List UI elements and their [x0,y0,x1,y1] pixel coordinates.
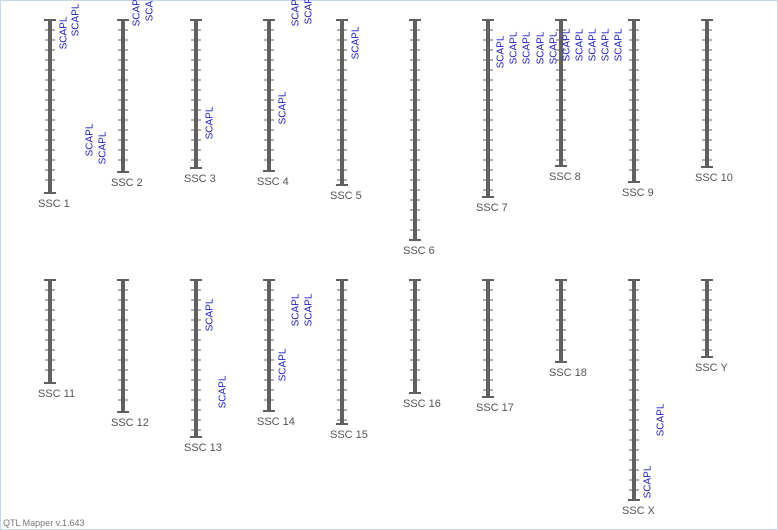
chromosome: SSC 15 [330,279,368,441]
chromosome: SSC 9 [622,19,654,199]
qtl-label: SCAPL [59,16,70,49]
chromosome-bar [121,280,125,412]
chromosome-label: SSC 14 [257,416,295,428]
chromosome: SSC 12 [111,279,149,429]
chromosome-bar [340,280,344,424]
chromosome-bar [121,20,125,172]
chromosome-bar [267,280,271,411]
chromosome-label: SSC 10 [695,172,733,184]
chromosome-bar [486,20,490,197]
qtl-label: SCAPL [85,123,96,156]
qtl-label: SCAPL [71,3,82,36]
chromosome-bar [267,20,271,171]
chromosome-bar [705,280,709,357]
qtl-label: SCAPL [304,0,315,24]
footer: QTL Mapper v.1.643 [3,518,85,528]
qtl-label: SCAPL [351,26,362,59]
chromosome-bar [559,20,563,166]
chromosome: SSC 6 [403,19,435,257]
chromosome-bar [194,280,198,437]
chromosome: SSC 2 SCAPL SCAPL [111,0,156,189]
chromosome-label: SSC 17 [476,402,514,414]
chromosome: SSC 11 [38,279,75,400]
chromosome-label: SSC 4 [257,176,289,188]
chromosome: SSC 18 [549,279,587,379]
chromosome-label: SSC 8 [549,171,581,183]
qtl-label: SCAPL [205,106,216,139]
chromosome-bar [413,280,417,393]
qtl-label: SCAPL [656,403,667,436]
chromosome-label: SSC 11 [38,388,75,400]
chromosome: SSC 10 [695,19,733,184]
chromosome-label: SSC 1 [38,198,70,210]
chromosome-bar [340,20,344,185]
chromosome-label: SSC 13 [184,442,222,454]
chromosome-label: SSC 16 [403,398,441,410]
qtl-label: SCAPL [278,91,289,124]
qtl-label: SCAPL [522,31,533,64]
chromosome: SSC Y [695,279,728,374]
chromosome-label: SSC 9 [622,187,654,199]
qtl-label: SCAPL [98,131,109,164]
chromosome: SSC 13 SCAPL SCAPL [184,279,229,454]
chromosome: SSC 5 SCAPL [330,19,362,202]
chromosome-bar [559,280,563,362]
qtl-label: SCAPL [536,31,547,64]
chromosome-label: SSC X [622,505,656,517]
chromosome-label: SSC 6 [403,245,435,257]
chromosome-bar [705,20,709,167]
chromosome-bar [194,20,198,168]
chromosome-label: SSC 7 [476,202,508,214]
chromosome: SSC 16 [403,279,441,410]
qtl-label: SCAPL [291,0,302,26]
chromosome-label: SSC 18 [549,367,587,379]
qtl-label: SCAPL [562,28,573,61]
qtl-label: SCAPL [291,293,302,326]
chromosome-label: SSC 2 [111,177,143,189]
chromosome-label: SSC 12 [111,417,149,429]
qtl-label: SCAPL [643,465,654,498]
qtl-label: SCAPL [218,375,229,408]
chromosome-label: SSC 5 [330,190,362,202]
chromosome-bar [48,20,52,193]
qtl-label: SCAPL [601,28,612,61]
qtl-label: SCAPL [509,31,520,64]
chromosome: SSC X SCAPL SCAPL [622,279,667,517]
qtl-label: SCAPL [304,293,315,326]
chromosome-bar [632,20,636,182]
qtl-label: SCAPL [575,28,586,61]
qtl-label: SCAPL [496,35,507,68]
chromosome-label: SSC Y [695,362,728,374]
chromosome: SSC 17 [476,279,514,414]
qtl-label: SCAPL [588,28,599,61]
chromosome-bar [486,280,490,397]
qtl-label: SCAPL [549,31,560,64]
qtl-label: SCAPL [132,0,143,26]
chromosome-label: SSC 3 [184,173,216,185]
qtl-label: SCAPL [278,348,289,381]
qtl-label: SCAPL [205,298,216,331]
chromosome: SSC 3 SCAPL [184,19,216,185]
qtl-label: SCAPL [614,28,625,61]
chromosome-label: SSC 15 [330,429,368,441]
chromosome-bar [48,280,52,383]
qtl-label: SCAPL [145,0,156,21]
